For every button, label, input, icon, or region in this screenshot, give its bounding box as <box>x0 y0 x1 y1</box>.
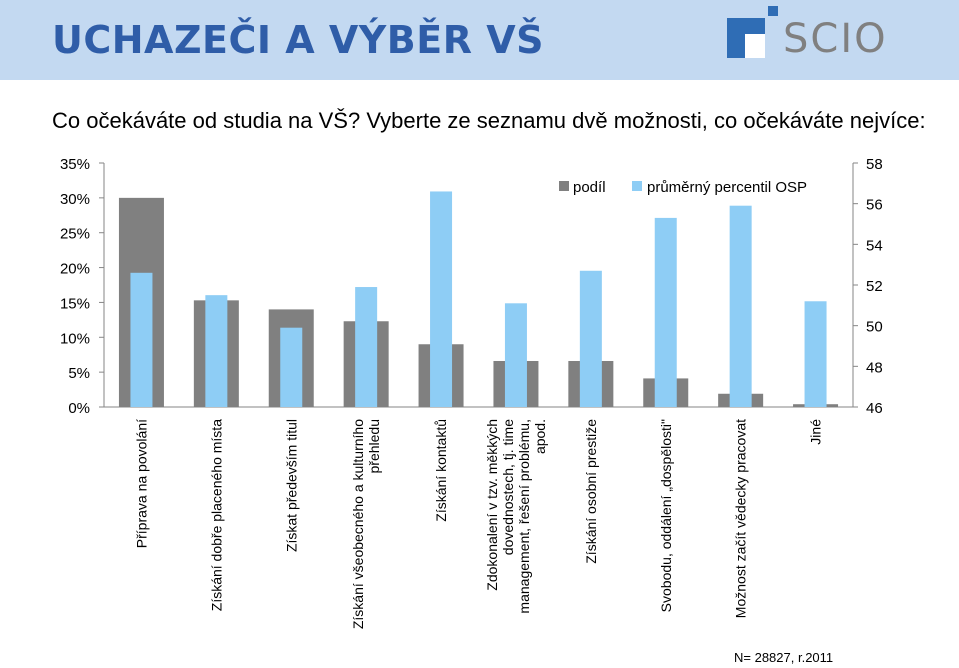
category-label-line: Zdokonalení v tzv. měkkých <box>484 419 500 591</box>
bar-chart: 0% 5% 10% 15% 20% 25% 30% 35% 46 48 50 52 54 56 58 Příp… <box>60 156 883 629</box>
category-label-line: apod. <box>532 419 548 454</box>
percentile-bar <box>804 301 827 407</box>
survey-question: Co očekáváte od studia na VŠ? Vyberte ze… <box>52 108 926 133</box>
left-tick-label: 15% <box>60 295 90 312</box>
right-tick-label: 58 <box>866 156 883 173</box>
category-label: Svobodu, oddálení „dospělosti" <box>658 419 674 612</box>
category-label-line: Získání dobře placeného místa <box>208 419 224 611</box>
category-label-line: Získání osobní prestiže <box>583 419 599 564</box>
category-label: Získání dobře placeného místa <box>208 419 224 611</box>
category-label-line: Získat především titul <box>283 419 299 552</box>
logo-text: SCIO <box>783 16 888 62</box>
category-label-line: Možnost začít vědecky pracovat <box>733 419 749 618</box>
right-tick-label: 54 <box>866 237 883 254</box>
left-tick-label: 5% <box>68 365 90 382</box>
category-label: Získání osobní prestiže <box>583 419 599 564</box>
legend-percentile-label: průměrný percentil OSP <box>647 179 807 196</box>
category-label-line: Získání všeobecného a kulturního <box>350 419 366 629</box>
percentile-bar <box>579 270 602 407</box>
legend-share-swatch <box>559 181 569 191</box>
category-label-line: management, řešení problému, <box>516 419 532 614</box>
category-label-line: Získání kontaktů <box>433 419 449 522</box>
right-tick-label: 50 <box>866 319 883 336</box>
category-label-line: přehledu <box>366 419 382 474</box>
category-label-line: Jiné <box>808 419 824 445</box>
percentile-bar <box>280 327 303 407</box>
right-tick-label: 52 <box>866 278 883 295</box>
right-tick-label: 56 <box>866 197 883 214</box>
percentile-bar <box>654 217 677 407</box>
category-label: Získání kontaktů <box>433 419 449 522</box>
category-label: Příprava na povolání <box>133 419 149 548</box>
left-tick-label: 0% <box>68 400 90 417</box>
category-label: Možnost začít vědecky pracovat <box>733 419 749 618</box>
right-tick-label: 46 <box>866 400 883 417</box>
page-title: UCHAZEČI A VÝBĚR VŠ <box>52 18 544 62</box>
legend-share-label: podíl <box>573 179 606 196</box>
category-label-line: dovednostech, tj. time <box>500 419 516 555</box>
percentile-bar <box>355 287 378 407</box>
percentile-bar <box>205 295 228 407</box>
logo-cutout <box>745 34 765 58</box>
percentile-bar <box>130 272 153 407</box>
category-label-line: Příprava na povolání <box>133 419 149 548</box>
percentile-bar <box>729 205 752 407</box>
legend-percentile-swatch <box>632 181 642 191</box>
percentile-bar <box>504 303 527 407</box>
left-tick-label: 20% <box>60 261 90 278</box>
left-tick-label: 25% <box>60 226 90 243</box>
logo-dot-icon <box>768 6 778 16</box>
category-label: Zdokonalení v tzv. měkkýchdovednostech, … <box>484 419 548 614</box>
header-banner <box>0 0 959 80</box>
sample-size-note: N= 28827, r.2011 <box>734 650 834 665</box>
left-tick-label: 10% <box>60 330 90 347</box>
category-label: Získat především titul <box>283 419 299 552</box>
percentile-bar <box>430 191 453 407</box>
left-tick-label: 35% <box>60 156 90 173</box>
category-label: Jiné <box>808 419 824 445</box>
left-tick-label: 30% <box>60 191 90 208</box>
scio-logo: SCIO <box>727 6 907 66</box>
category-label: Získání všeobecného a kulturníhopřehledu <box>350 419 382 629</box>
category-label-line: Svobodu, oddálení „dospělosti" <box>658 419 674 612</box>
right-tick-label: 48 <box>866 359 883 376</box>
